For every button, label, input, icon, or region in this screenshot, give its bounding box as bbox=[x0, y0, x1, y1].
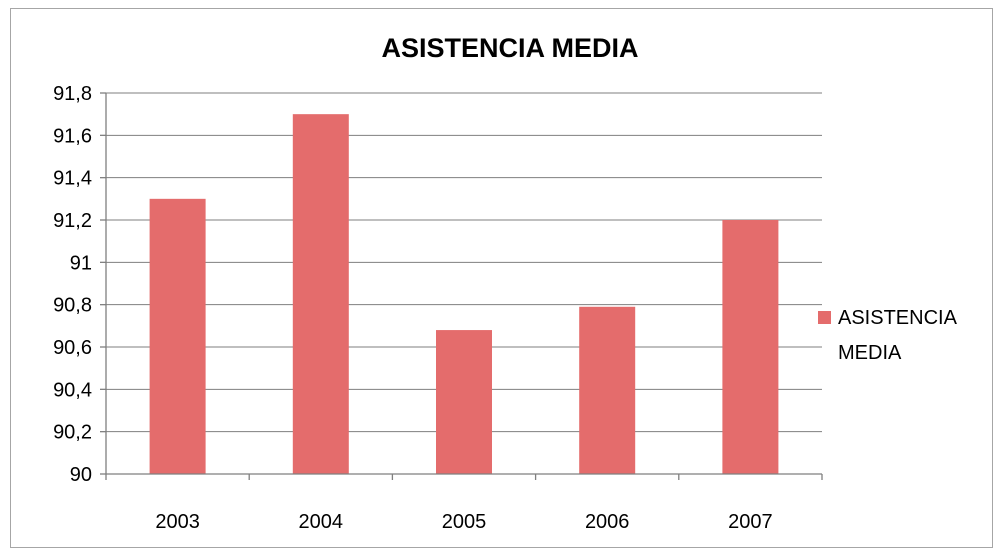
y-tick-label: 90 bbox=[70, 464, 92, 486]
x-tick-label: 2005 bbox=[442, 511, 487, 533]
bar-2004 bbox=[292, 114, 349, 475]
y-tick-label: 91 bbox=[70, 252, 92, 274]
bars bbox=[149, 114, 779, 475]
y-tick-label: 91,8 bbox=[53, 83, 92, 105]
y-tick-label: 90,2 bbox=[53, 422, 92, 444]
y-tick-labels: 90 90,2 90,4 90,6 90,8 91 91,2 91,4 91,6 91,8 bbox=[53, 83, 92, 486]
legend-label-line-1: ASISTENCIA bbox=[838, 307, 958, 329]
legend-swatch bbox=[818, 311, 831, 324]
x-tick-label: 2004 bbox=[299, 511, 344, 533]
x-tick-label: 2007 bbox=[728, 511, 773, 533]
bar-2007 bbox=[722, 220, 779, 474]
bar-2003 bbox=[149, 198, 206, 475]
x-tick-labels: 2003 2004 2005 2006 2007 bbox=[155, 511, 772, 533]
x-tick-label: 2006 bbox=[585, 511, 630, 533]
y-tick-label: 90,4 bbox=[53, 379, 92, 401]
bar-2005 bbox=[436, 330, 492, 474]
legend-label-line-2: MEDIA bbox=[838, 342, 902, 364]
axes bbox=[105, 93, 823, 480]
y-tick-label: 90,6 bbox=[53, 337, 92, 359]
y-tick-label: 90,8 bbox=[53, 295, 92, 317]
x-tick-label: 2003 bbox=[155, 511, 200, 533]
y-tick-label: 91,6 bbox=[53, 125, 92, 147]
chart-title: ASISTENCIA MEDIA bbox=[381, 33, 638, 63]
y-tick-label: 91,4 bbox=[53, 168, 92, 190]
y-tick-label: 91,2 bbox=[53, 210, 92, 232]
gridlines bbox=[100, 92, 822, 475]
bar-2006 bbox=[579, 306, 636, 474]
legend: ASISTENCIA MEDIA bbox=[818, 307, 958, 364]
